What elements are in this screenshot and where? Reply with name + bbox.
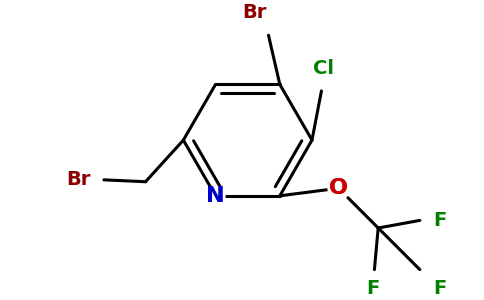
Text: N: N [206, 186, 225, 206]
Text: Br: Br [242, 3, 267, 22]
Circle shape [328, 178, 349, 199]
Text: Br: Br [66, 170, 91, 189]
Text: O: O [329, 178, 348, 198]
Text: O: O [329, 178, 348, 198]
Text: F: F [366, 279, 379, 298]
Text: F: F [433, 279, 446, 298]
Text: Cl: Cl [313, 59, 334, 78]
Circle shape [206, 186, 225, 205]
Text: F: F [433, 211, 446, 230]
Text: N: N [206, 186, 225, 206]
